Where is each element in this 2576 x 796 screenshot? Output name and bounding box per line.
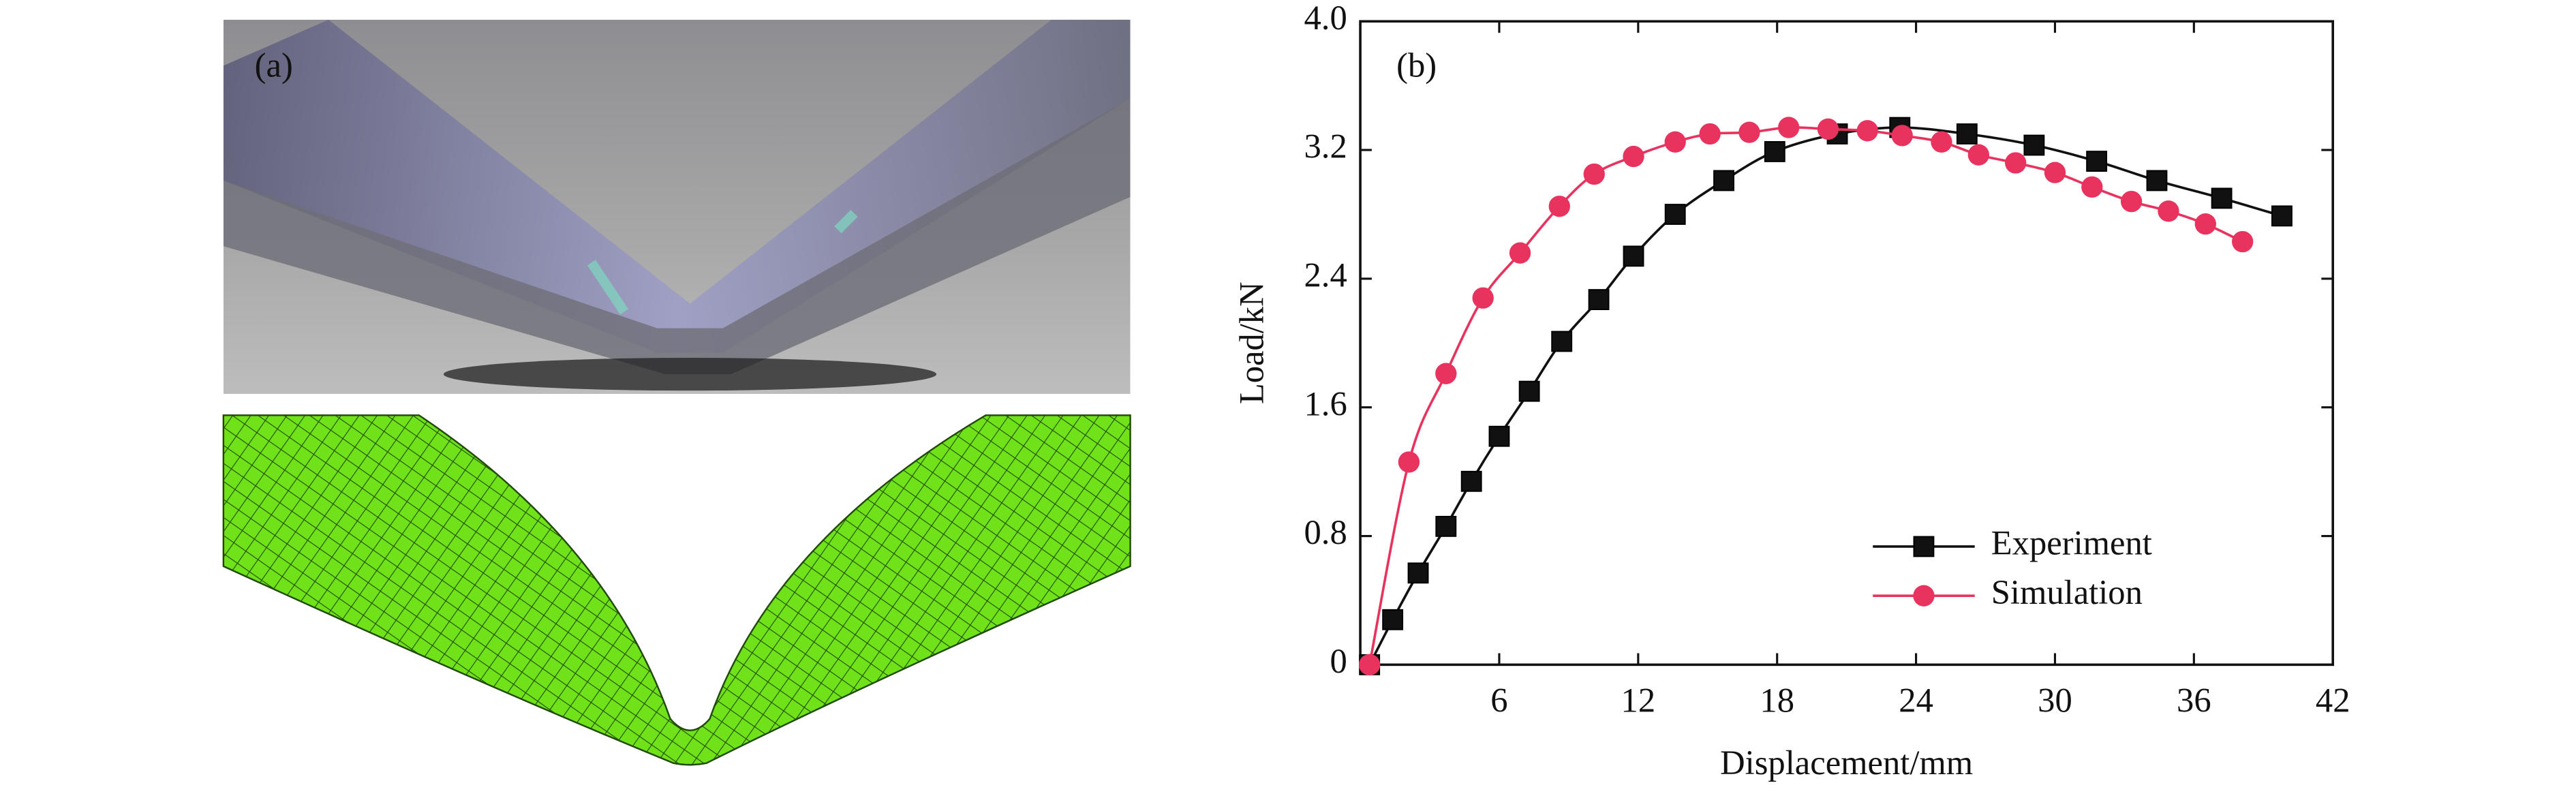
x-tick-label: 30 <box>2038 682 2072 720</box>
y-tick-label: 0 <box>1330 642 1347 680</box>
legend-marker <box>1913 536 1935 557</box>
legend-marker <box>1913 585 1935 607</box>
marker <box>1548 196 1570 217</box>
marker <box>1358 654 1381 675</box>
marker <box>2044 162 2066 183</box>
marker <box>2005 152 2027 174</box>
legend-label: Simulation <box>1991 573 2143 611</box>
y-tick-label: 3.2 <box>1304 127 1347 166</box>
marker <box>1699 123 1721 145</box>
panel-label: (b) <box>1396 46 1437 85</box>
x-tick-label: 12 <box>1621 682 1656 720</box>
marker <box>2271 205 2293 227</box>
marker <box>1664 204 1686 225</box>
legend-label: Experiment <box>1991 524 2152 562</box>
marker <box>1435 363 1457 384</box>
marker <box>1623 145 1644 168</box>
marker <box>2232 230 2254 253</box>
series-line <box>1368 126 2282 666</box>
x-tick-label: 36 <box>2177 682 2211 720</box>
marker <box>1778 117 1800 138</box>
marker <box>1398 451 1420 473</box>
marker <box>1817 118 1839 140</box>
marker <box>1518 380 1540 402</box>
marker <box>1460 470 1482 492</box>
marker <box>1664 131 1686 153</box>
marker <box>1488 425 1510 447</box>
x-tick-label: 6 <box>1490 682 1507 720</box>
marker <box>2081 176 2103 198</box>
x-axis-label: Displacement/mm <box>1720 744 1973 782</box>
marker <box>2086 151 2108 172</box>
marker <box>1856 120 1878 142</box>
y-axis-label: Load/kN <box>1232 281 1270 404</box>
marker <box>1435 515 1457 537</box>
marker <box>1713 170 1734 192</box>
photo <box>223 19 1131 394</box>
x-tick-label: 18 <box>1760 682 1794 720</box>
marker <box>2194 213 2216 235</box>
marker <box>1967 144 1989 166</box>
marker <box>2120 190 2143 213</box>
marker <box>1931 131 1952 153</box>
y-tick-label: 2.4 <box>1304 256 1347 294</box>
marker <box>2146 170 2168 192</box>
y-tick-label: 0.8 <box>1304 513 1347 551</box>
marker <box>1588 289 1610 311</box>
panel-label: (a) <box>255 46 293 85</box>
marker <box>1738 121 1760 143</box>
marker <box>1764 141 1785 162</box>
marker <box>2158 200 2179 222</box>
fe-mesh <box>222 414 1131 766</box>
x-tick-label: 42 <box>2316 682 2350 720</box>
marker <box>1407 562 1429 584</box>
marker <box>1509 242 1531 264</box>
x-tick-label: 24 <box>1899 682 1933 720</box>
marker <box>2211 187 2233 209</box>
marker <box>1623 245 1644 267</box>
marker <box>1551 331 1573 352</box>
y-tick-label: 1.6 <box>1304 384 1347 423</box>
marker <box>1956 123 1978 144</box>
marker <box>1382 609 1404 630</box>
marker <box>1472 287 1494 309</box>
marker <box>1891 125 1913 147</box>
plot-frame <box>1359 20 2335 667</box>
marker <box>1583 163 1605 185</box>
y-tick-label: 4.0 <box>1304 0 1347 37</box>
marker <box>2023 134 2045 156</box>
